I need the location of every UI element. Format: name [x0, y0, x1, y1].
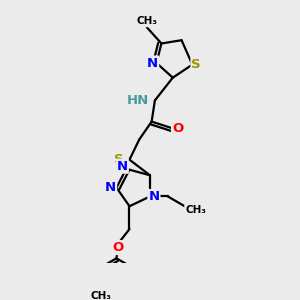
- Text: O: O: [172, 122, 183, 135]
- Text: N: N: [147, 56, 158, 70]
- Text: N: N: [105, 181, 116, 194]
- Text: HN: HN: [127, 94, 149, 107]
- Text: S: S: [191, 58, 201, 71]
- Text: N: N: [117, 160, 128, 173]
- Text: N: N: [148, 190, 160, 203]
- Text: S: S: [114, 153, 124, 166]
- Text: CH₃: CH₃: [90, 291, 111, 300]
- Text: CH₃: CH₃: [136, 16, 157, 26]
- Text: CH₃: CH₃: [185, 205, 206, 215]
- Text: O: O: [112, 241, 124, 254]
